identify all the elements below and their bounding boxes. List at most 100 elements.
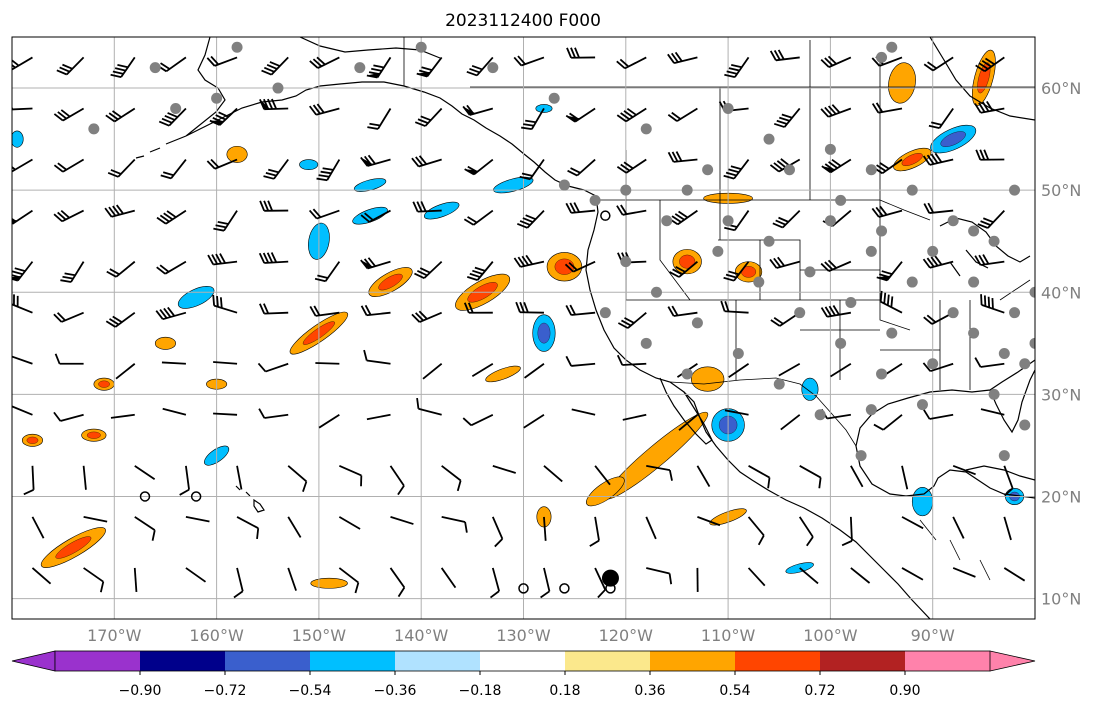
colorbar-segment (650, 651, 736, 671)
wind-barb (416, 56, 443, 78)
station-dot (1009, 307, 1021, 319)
wind-barb (104, 204, 135, 218)
station-dot (886, 41, 898, 53)
wind-barb (974, 254, 1005, 266)
wind-barb (543, 465, 563, 483)
wind-barb (12, 261, 34, 282)
wind-barb (667, 51, 698, 64)
wind-barb (160, 158, 187, 180)
station-dot (824, 215, 836, 227)
wind-barb (110, 413, 135, 419)
wind-barb (622, 413, 647, 421)
wind-barb (980, 294, 1005, 314)
contour-region (734, 261, 763, 283)
us-canada-border (596, 199, 931, 221)
contour-fill (485, 365, 521, 383)
wind-barb (53, 411, 84, 422)
station-dot (865, 245, 877, 257)
latitude-label: 50°N (1041, 181, 1081, 200)
contour-fill (26, 436, 39, 444)
longitude-label: 90°W (911, 626, 955, 645)
calm-circle (559, 583, 570, 594)
wind-barb (841, 516, 853, 547)
colorbar-tick-label: −0.36 (374, 683, 417, 699)
wind-barb (723, 158, 750, 180)
wind-barb (389, 567, 406, 598)
station-dot (927, 358, 939, 370)
wind-barb (416, 397, 442, 416)
wind-barb (799, 465, 822, 489)
wind-barb (158, 107, 187, 127)
contour-region (911, 486, 933, 517)
station-dot (1029, 337, 1035, 349)
us-mexico-border (669, 377, 857, 447)
station-dot (640, 123, 652, 135)
station-dot (968, 225, 980, 237)
wind-barb (31, 567, 52, 585)
wind-barb (60, 261, 85, 283)
wind-barb (161, 361, 186, 365)
contour-region (930, 124, 977, 154)
wind-barb (338, 465, 363, 487)
contour-region (40, 527, 106, 568)
wind-barb (207, 253, 238, 266)
wind-barb (521, 108, 545, 131)
wind-barb (747, 516, 765, 546)
contour-region (368, 267, 413, 297)
wind-barb (257, 362, 289, 373)
wind-barb (309, 305, 340, 317)
contour-fill (154, 336, 176, 350)
wind-barb (309, 56, 340, 69)
longitude-label: 150°W (292, 626, 347, 645)
contour-region (888, 62, 916, 104)
station-dot (620, 256, 632, 268)
station-dot (927, 245, 939, 257)
wind-barb (213, 412, 238, 416)
wind-barb (56, 56, 85, 76)
wind-barb (414, 107, 443, 127)
contour-fill (911, 486, 933, 517)
contour-fill (554, 258, 575, 275)
wind-barb (360, 257, 391, 270)
pacific-coastline (585, 195, 931, 619)
contour-region (81, 428, 107, 442)
longitude-label: 140°W (394, 626, 449, 645)
wind-barb (366, 413, 391, 421)
wind-barb (110, 56, 136, 79)
colorbar-segment (820, 651, 906, 671)
wind-barb (1003, 465, 1014, 497)
wind-barb (923, 56, 954, 72)
wind-barb (879, 290, 903, 314)
wind-barb (466, 261, 494, 281)
wind-barb (820, 55, 852, 68)
central-america-borders (919, 519, 991, 581)
wind-barb (974, 357, 1005, 368)
wind-barb (338, 516, 361, 530)
wind-barb (594, 567, 607, 599)
colorbar-tick-label: 0.72 (804, 683, 835, 699)
colorbar-outline (54, 650, 991, 672)
station-dot (170, 102, 182, 114)
station-dot (661, 215, 673, 227)
wind-barb (850, 465, 864, 488)
wind-barb (287, 567, 297, 591)
wind-barb (772, 209, 801, 229)
wind-barb (678, 414, 698, 431)
wind-barb (156, 260, 187, 275)
wind-barb (233, 567, 244, 599)
station-dot (876, 51, 888, 63)
contour-region (893, 147, 932, 172)
station-dot (916, 399, 928, 411)
longitude-label: 170°W (87, 626, 142, 645)
station-dot (681, 184, 693, 196)
wind-barb (463, 209, 494, 226)
wind-barb (462, 413, 494, 427)
wind-barb (441, 465, 462, 492)
station-dot (589, 194, 601, 206)
calm-circle (518, 583, 529, 594)
wind-barb (668, 209, 698, 226)
contour-region (299, 159, 319, 171)
longitude-labels: 170°W 160°W 150°W 140°W 130°W 120°W 110°W 100°W… (87, 626, 955, 645)
contour-fill (690, 366, 725, 392)
